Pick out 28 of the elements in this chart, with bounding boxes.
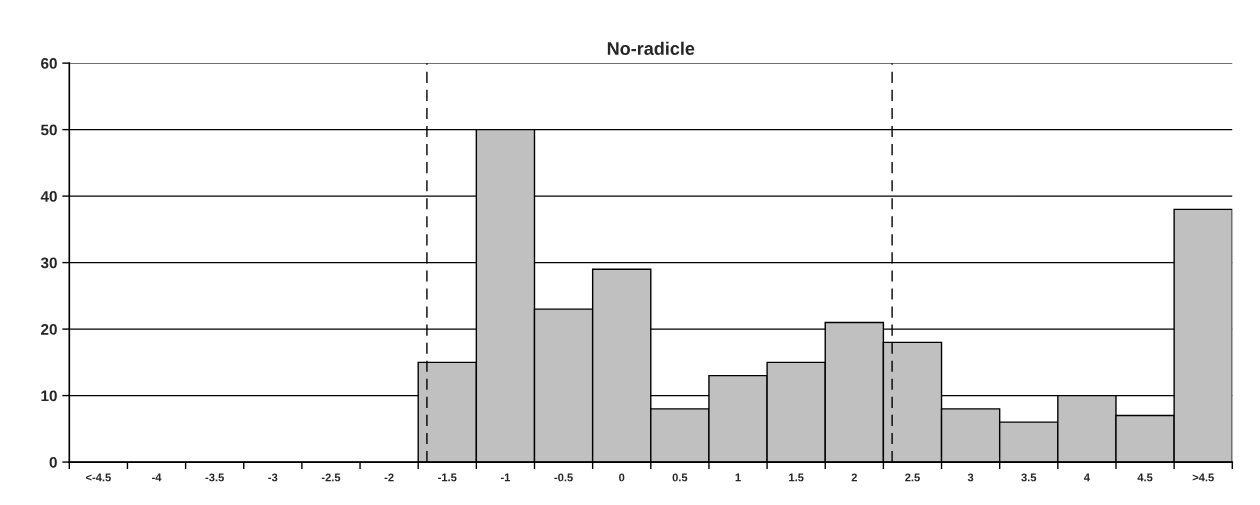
y-tick-label: 0 xyxy=(49,456,57,468)
x-tick-label: -4 xyxy=(152,473,162,482)
y-tick-label: 10 xyxy=(41,390,57,402)
x-tick-label: -3 xyxy=(268,473,278,482)
x-tick-label: -0.5 xyxy=(554,473,573,482)
x-tick-label: -1.5 xyxy=(438,473,457,482)
y-tick-label: 60 xyxy=(41,57,57,69)
x-tick-label: 0.5 xyxy=(672,473,688,482)
x-tick-label: -1 xyxy=(500,473,511,482)
x-tick-label: 4 xyxy=(1083,473,1090,482)
y-tick-label: 20 xyxy=(41,323,57,335)
x-tick-label: >4.5 xyxy=(1192,473,1214,482)
x-tick-label: 1 xyxy=(735,473,741,482)
x-tick-label: 0 xyxy=(619,473,625,482)
x-tick-label: <-4.5 xyxy=(86,473,111,482)
y-tick-label: 30 xyxy=(40,257,57,269)
x-tick-label: 3 xyxy=(967,473,974,482)
x-tick-label: 2 xyxy=(851,473,857,482)
x-tick-label: -3.5 xyxy=(205,473,224,482)
x-tick-label: 3.5 xyxy=(1021,473,1037,482)
chart-title: No-radicle xyxy=(607,41,695,55)
y-tick-label: 40 xyxy=(40,190,57,202)
x-tick-label: -2 xyxy=(384,473,394,482)
x-tick-label: -2.5 xyxy=(321,473,341,482)
x-tick-label: 4.5 xyxy=(1137,473,1153,482)
x-tick-label: 1.5 xyxy=(789,473,804,482)
y-tick-label: 50 xyxy=(40,124,57,136)
x-tick-label: 2.5 xyxy=(905,473,920,482)
